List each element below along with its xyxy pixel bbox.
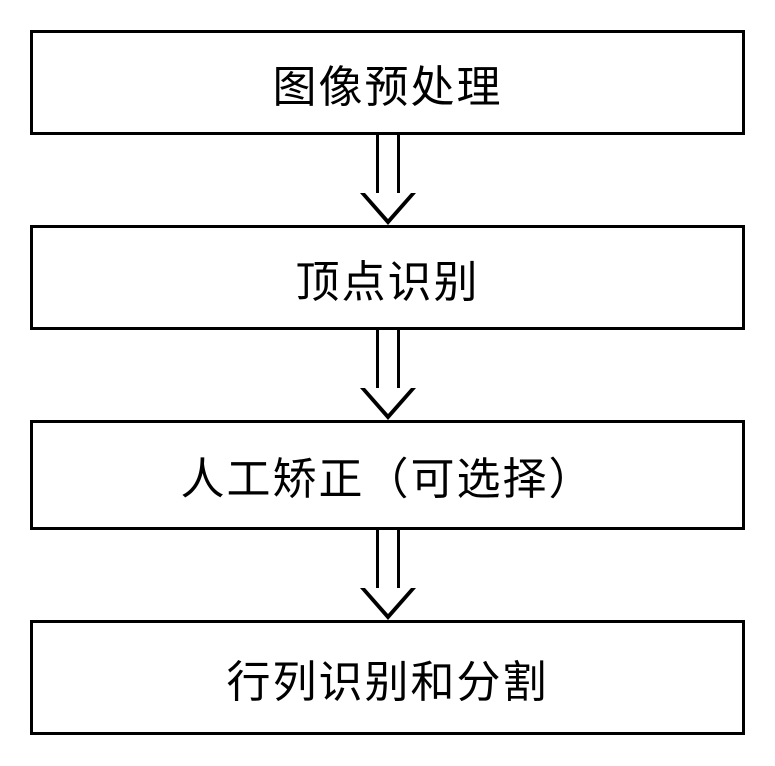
arrow-shaft-2 xyxy=(376,330,400,388)
step-box-2: 顶点识别 xyxy=(30,225,745,330)
step-label-2: 顶点识别 xyxy=(296,246,480,310)
arrow-shaft-1 xyxy=(376,135,400,193)
arrow-3 xyxy=(376,530,400,588)
arrow-1 xyxy=(376,135,400,193)
step-label-3: 人工矫正（可选择） xyxy=(181,443,595,507)
arrow-shaft-3 xyxy=(376,530,400,588)
step-box-3: 人工矫正（可选择） xyxy=(30,420,745,530)
step-label-1: 图像预处理 xyxy=(273,51,503,115)
arrow-head-inner-1 xyxy=(365,193,411,219)
arrow-head-inner-2 xyxy=(365,388,411,414)
step-label-4: 行列识别和分割 xyxy=(227,646,549,710)
arrow-2 xyxy=(376,330,400,388)
arrow-head-inner-3 xyxy=(365,588,411,614)
step-box-4: 行列识别和分割 xyxy=(30,620,745,735)
step-box-1: 图像预处理 xyxy=(30,30,745,135)
